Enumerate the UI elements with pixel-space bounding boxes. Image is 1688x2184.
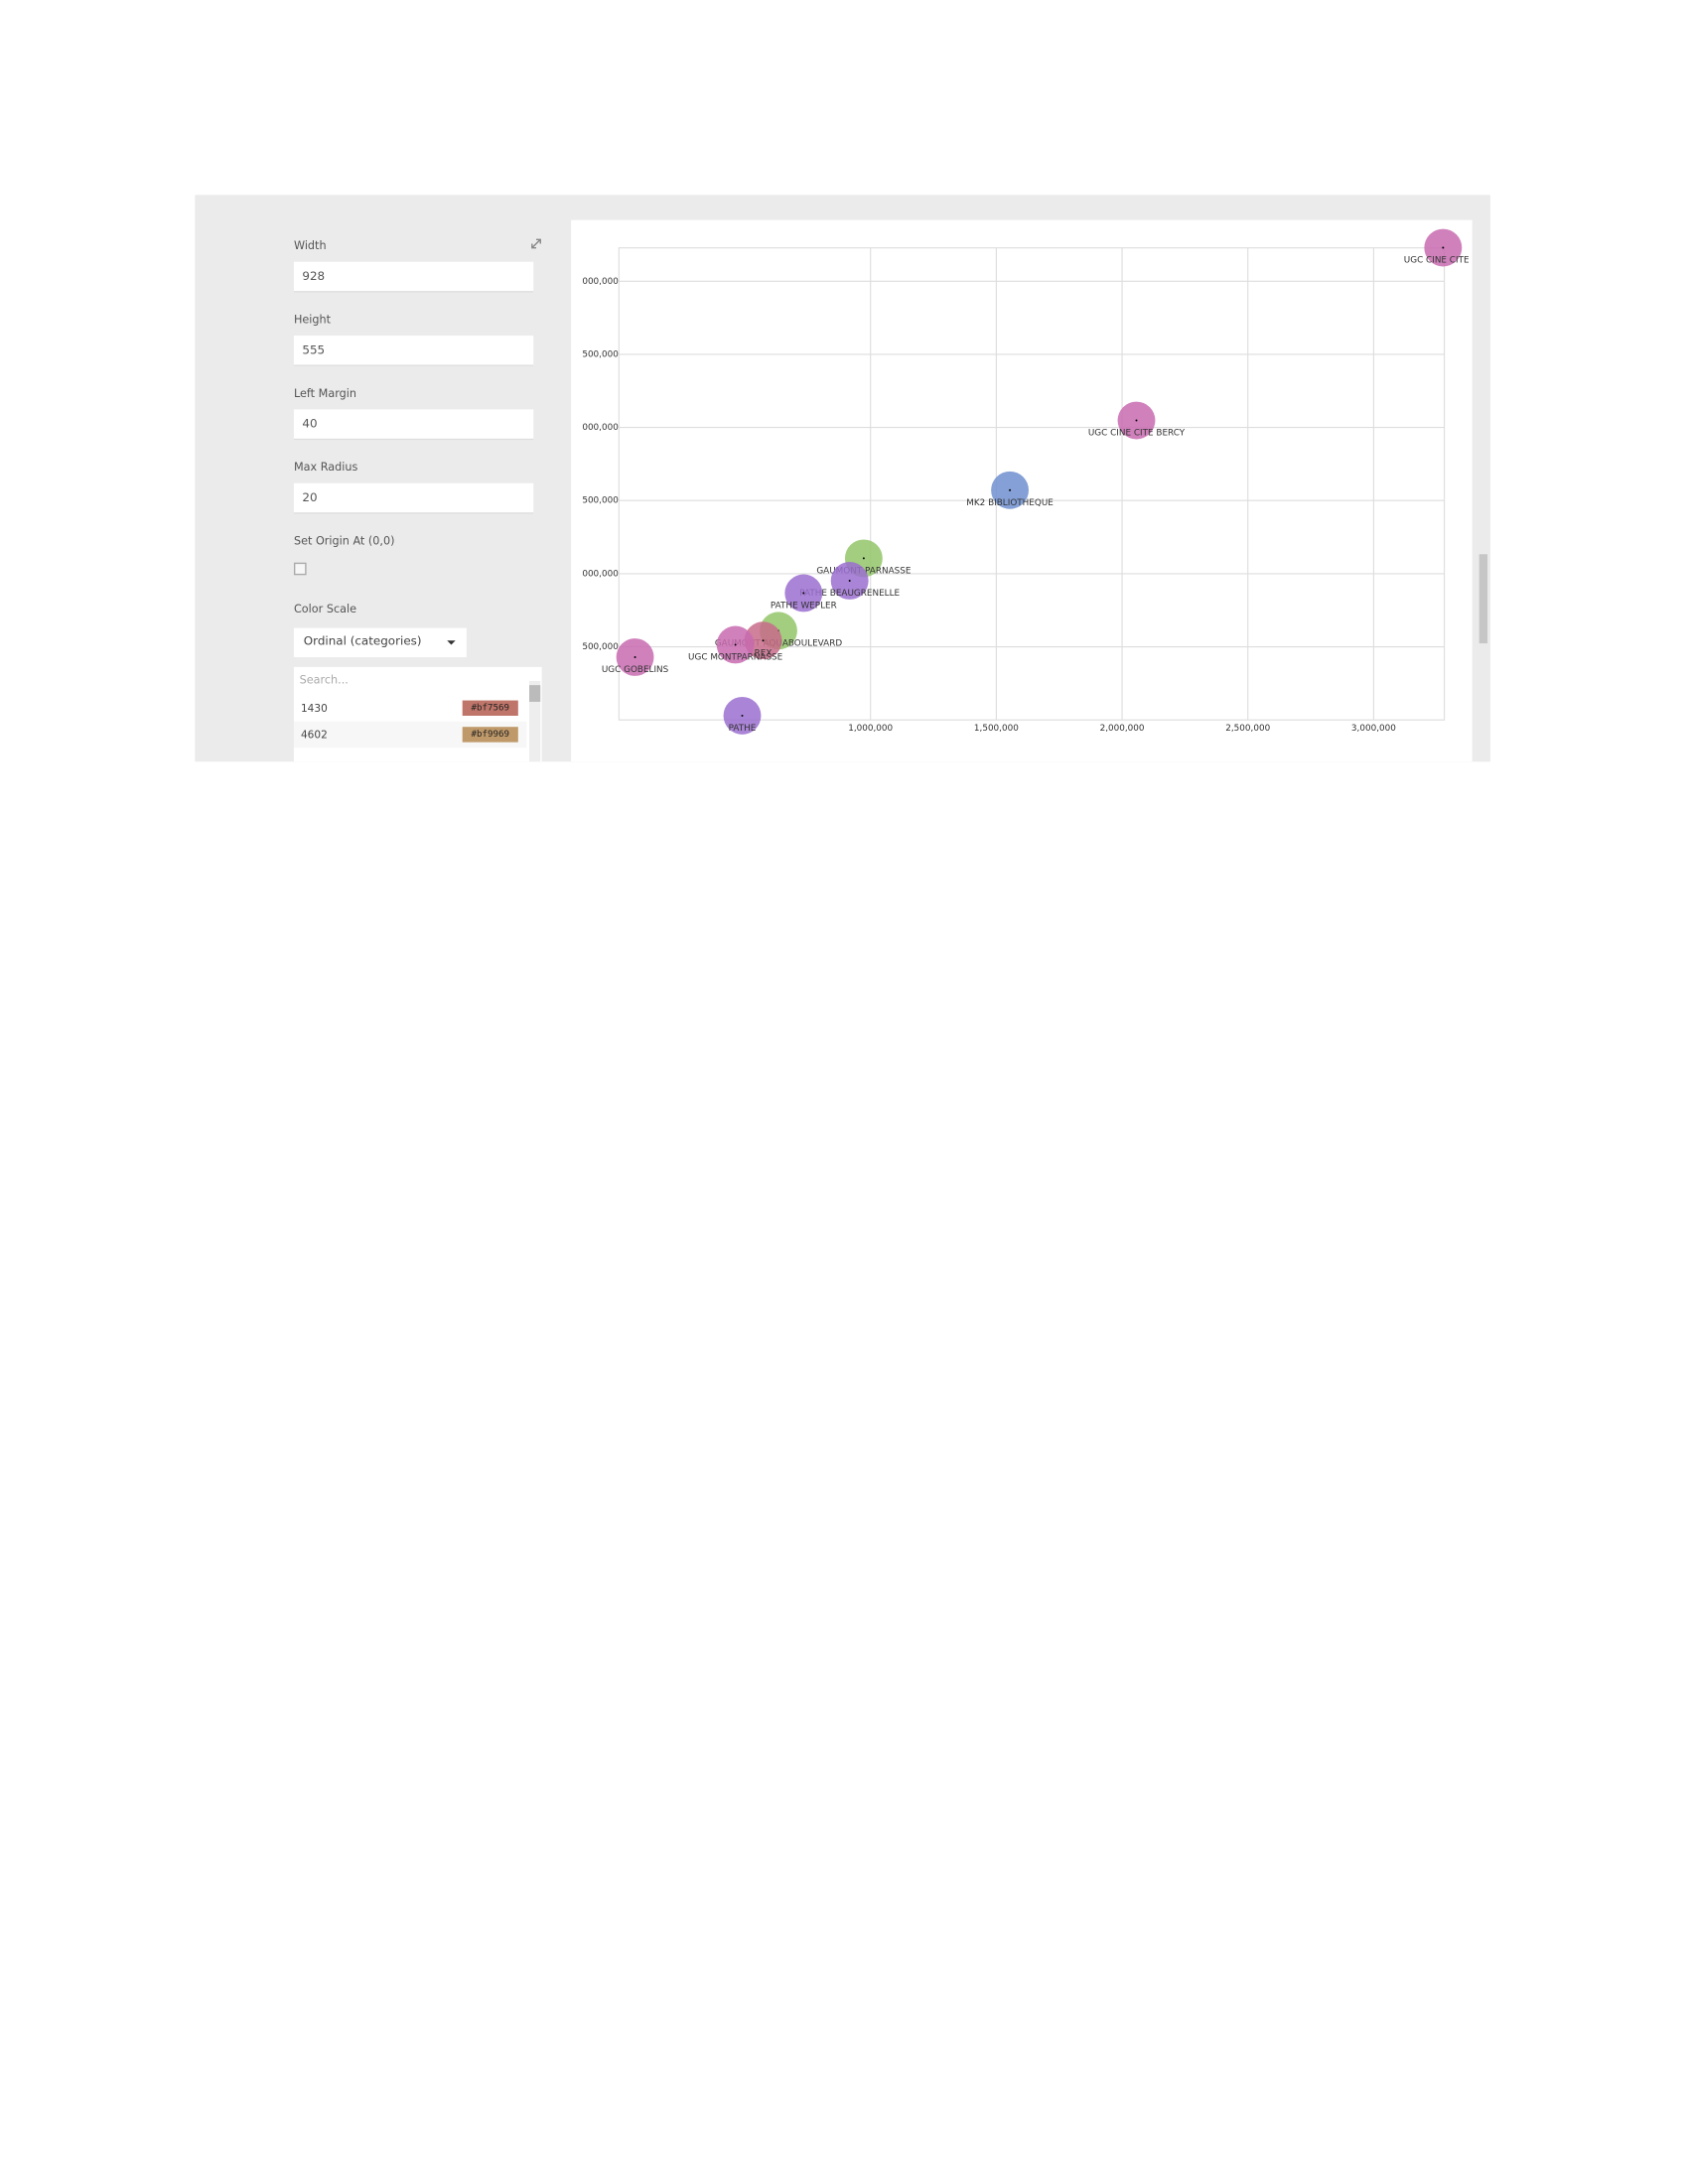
- color-swatch[interactable]: #bf9969: [462, 727, 518, 743]
- x-tick-label: 1,000,000: [848, 724, 893, 734]
- point-label: MK2 BIBLIOTHEQUE: [966, 498, 1054, 508]
- point-label: PATHE WEPLER: [771, 602, 837, 612]
- chart: 1,000,000 1,500,000 2,000,000 2,500,000 3,00…: [571, 219, 1473, 762]
- field-label: Color Scale: [293, 603, 357, 615]
- point-label: PATHE: [729, 724, 757, 734]
- color-key: 1430: [300, 701, 328, 715]
- bubble-center: [633, 656, 636, 658]
- text-input[interactable]: 555: [293, 336, 534, 366]
- y-tick-label: 000,000: [582, 277, 619, 287]
- x-tick-label: 3,000,000: [1351, 724, 1396, 734]
- point-label: UGC CINE CITE BERCY: [1088, 429, 1186, 439]
- y-tick-label: 000,000: [582, 569, 619, 579]
- color-swatch[interactable]: #bf7569: [462, 700, 518, 716]
- field-label: Set Origin At (0,0): [293, 534, 395, 548]
- text-input[interactable]: 928: [293, 261, 534, 293]
- field-label: Height: [293, 313, 332, 327]
- point-label: PATHE BEAUGRENELLE: [799, 589, 900, 599]
- field-label: Width: [293, 239, 327, 252]
- y-tick-label: 500,000: [582, 642, 619, 652]
- point-label: UGC MONTPARNASSE: [688, 653, 783, 663]
- x-tick-label: 2,500,000: [1225, 724, 1270, 734]
- bubble-center: [862, 557, 865, 560]
- app-frame: Width 928 Height 555 Left Margin 40 Max …: [195, 195, 1490, 762]
- x-tick-label: 2,000,000: [1100, 724, 1145, 734]
- point-label: UGC CINE CITE LE: [1404, 256, 1473, 266]
- color-list: Search... 1430 #bf7569 4602 #bf9969: [293, 666, 542, 762]
- y-tick-label: 500,000: [582, 496, 619, 506]
- bubble-center: [802, 592, 805, 595]
- y-tick-label: 000,000: [582, 423, 619, 433]
- point-label: REX: [755, 648, 773, 658]
- text-input[interactable]: 40: [293, 409, 534, 441]
- page-scrollbar[interactable]: [1476, 195, 1490, 762]
- expand-icon[interactable]: [529, 236, 543, 250]
- point-label: UGC GOBELINS: [602, 665, 669, 675]
- checkbox[interactable]: [293, 562, 307, 576]
- color-row[interactable]: 4602 #bf9969: [293, 721, 527, 749]
- y-tick-label: 500,000: [582, 349, 619, 359]
- text-input[interactable]: 20: [293, 482, 534, 514]
- bubble-center: [1442, 246, 1445, 249]
- dropdown[interactable]: Ordinal (categories): [293, 627, 467, 658]
- field-label: Left Margin: [293, 386, 356, 400]
- bubble-center: [741, 714, 744, 717]
- color-key: 4602: [300, 728, 328, 742]
- search-input[interactable]: Search...: [299, 673, 349, 687]
- bubble-center: [1009, 488, 1012, 491]
- list-scrollbar[interactable]: [529, 680, 541, 762]
- bubble-center: [762, 639, 765, 642]
- plot-border: [618, 247, 1446, 721]
- bubble-center: [1135, 419, 1138, 422]
- x-tick-label: 1,500,000: [974, 724, 1019, 734]
- color-row[interactable]: 1430 #bf7569: [293, 694, 527, 722]
- bubble-center: [848, 579, 851, 582]
- bubble-center: [734, 643, 737, 646]
- field-label: Max Radius: [293, 461, 358, 474]
